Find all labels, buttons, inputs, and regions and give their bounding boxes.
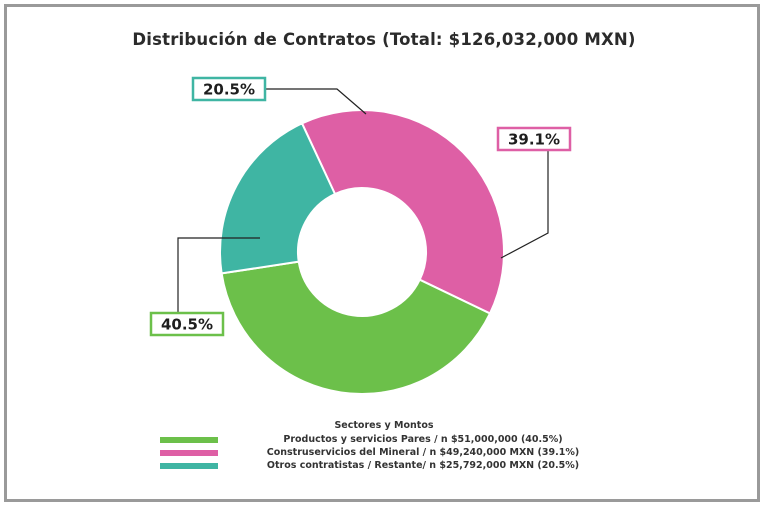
chart-title: Distribución de Contratos (Total: $126,0… — [132, 30, 636, 49]
legend-swatch — [160, 436, 218, 443]
callout-box — [496, 126, 572, 152]
legend-label: Construservicios del Mineral / n $49,240… — [266, 447, 580, 458]
slice-percent-label: 40.5% — [161, 316, 213, 334]
donut-slice — [219, 121, 337, 275]
callout-box — [191, 76, 267, 102]
donut-slice — [220, 260, 492, 395]
donut-slices — [219, 109, 505, 395]
legend-item: Productos y servicios Pares / n $51,000,… — [160, 433, 620, 446]
legend-title: Sectores y Montos — [334, 420, 434, 431]
donut-slice — [300, 109, 505, 315]
legend-item: Otros contratistas / Restante/ n $25,792… — [160, 459, 620, 472]
legend-label: Productos y servicios Pares / n $51,000,… — [283, 434, 563, 445]
callouts: 20.5% 39.1% 40.5% — [149, 76, 572, 337]
legend-swatch — [160, 462, 218, 469]
legend-label: Otros contratistas / Restante/ n $25,792… — [266, 460, 580, 471]
callout-line — [265, 88, 367, 115]
callout-box — [149, 311, 225, 337]
legend-swatch — [160, 449, 218, 456]
callout-line — [500, 139, 549, 259]
chart-frame — [4, 4, 760, 502]
callout-line — [177, 237, 260, 324]
slice-percent-label: 39.1% — [508, 131, 560, 149]
legend-item: Construservicios del Mineral / n $49,240… — [160, 446, 620, 459]
slice-percent-label: 20.5% — [203, 81, 255, 99]
legend: Productos y servicios Pares / n $51,000,… — [160, 433, 620, 472]
